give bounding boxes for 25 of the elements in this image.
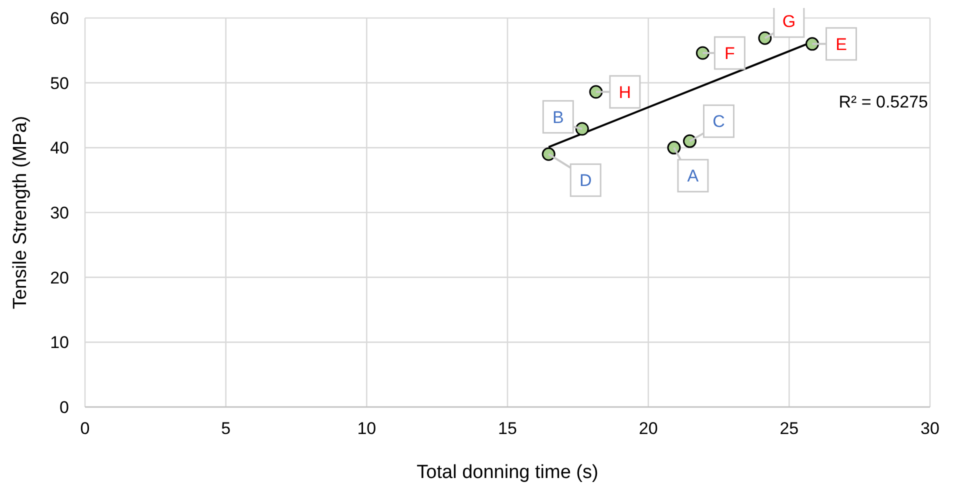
x-tick-label: 30 xyxy=(920,419,940,438)
data-label: D xyxy=(579,171,592,190)
x-tick-label: 20 xyxy=(638,419,658,438)
data-label: G xyxy=(782,12,796,32)
y-tick-label: 0 xyxy=(60,398,69,417)
data-label: E xyxy=(836,34,847,54)
y-tick-label: 40 xyxy=(50,138,69,158)
x-tick-label: 5 xyxy=(221,419,231,438)
data-label: H xyxy=(618,82,632,102)
data-label: C xyxy=(712,112,725,132)
data-label: F xyxy=(724,44,735,64)
y-tick-label: 50 xyxy=(50,74,69,93)
y-tick-label: 10 xyxy=(50,333,69,352)
y-tick-label: 60 xyxy=(50,9,69,28)
y-tick-label: 20 xyxy=(50,268,69,288)
data-label: B xyxy=(552,108,564,127)
annotation: R² = 0.5275 xyxy=(838,92,928,112)
x-axis-title: Total donning time (s) xyxy=(416,462,598,483)
x-tick-label: 15 xyxy=(498,419,517,438)
y-tick-label: 30 xyxy=(50,204,69,222)
x-tick-label: 10 xyxy=(357,419,376,438)
x-tick-label: 0 xyxy=(80,419,90,438)
data-label: A xyxy=(687,166,700,186)
y-axis-title: Tensile Strength (MPa) xyxy=(10,116,31,310)
x-tick-label: 25 xyxy=(780,419,799,438)
